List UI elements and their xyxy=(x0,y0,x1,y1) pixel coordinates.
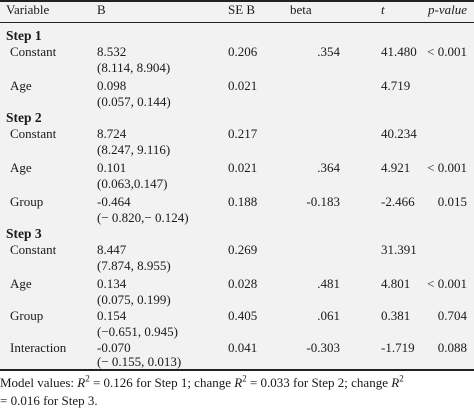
row-p: 0.704 xyxy=(437,308,467,323)
row-variable: Group xyxy=(10,308,44,323)
row-t: 41.480 xyxy=(381,44,417,59)
row-se-b: 0.405 xyxy=(228,308,258,323)
step-2-label: Step 2 xyxy=(6,110,42,125)
header-t: t xyxy=(381,2,385,17)
table-note: Model values: R2 = 0.126 for Step 1; cha… xyxy=(0,374,474,410)
row-b: 8.724 xyxy=(97,126,127,141)
r-squared-symbol: R xyxy=(391,375,400,390)
row-se-b: 0.041 xyxy=(228,340,258,355)
row-p: < 0.001 xyxy=(427,44,467,59)
row-b: -0.070 xyxy=(97,340,131,355)
note-prefix: Model values: xyxy=(0,375,78,390)
row-beta: .354 xyxy=(317,44,340,59)
row-t: -2.466 xyxy=(381,194,415,209)
step-1-label: Step 1 xyxy=(6,28,42,43)
row-se-b: 0.021 xyxy=(228,160,258,175)
row-variable: Age xyxy=(10,276,32,291)
row-variable: Group xyxy=(10,194,44,209)
row-b: 0.101 xyxy=(97,160,127,175)
note-line-2: = 0.016 for Step 3. xyxy=(0,392,474,410)
header-b: B xyxy=(97,2,106,17)
row-t: -1.719 xyxy=(381,340,415,355)
row-b: 8.532 xyxy=(97,44,127,59)
regression-table: Variable B SE B beta t p-value Step 1 Co… xyxy=(0,0,474,371)
step-3-label: Step 3 xyxy=(6,226,42,241)
row-ci: (7.874, 8.955) xyxy=(97,258,171,273)
row-ci: (8.114, 8.904) xyxy=(97,60,171,75)
row-beta: .061 xyxy=(317,308,340,323)
table-bottom-rule xyxy=(0,369,474,371)
header-variable: Variable xyxy=(6,2,50,17)
row-p: 0.015 xyxy=(437,194,467,209)
row-p: < 0.001 xyxy=(427,160,467,175)
row-t: 4.921 xyxy=(381,160,411,175)
row-se-b: 0.188 xyxy=(228,194,258,209)
row-t: 40.234 xyxy=(381,126,417,141)
row-b: 0.098 xyxy=(97,78,127,93)
r-squared-exponent: 2 xyxy=(242,374,247,384)
r-squared-exponent: 2 xyxy=(85,374,90,384)
row-b: 8.447 xyxy=(97,242,127,257)
row-ci: (0.063,0.147) xyxy=(97,176,168,191)
header-beta: beta xyxy=(290,2,312,17)
row-beta: .364 xyxy=(317,160,340,175)
row-ci: (0.057, 0.144) xyxy=(97,94,171,109)
note-line-1: Model values: R2 = 0.126 for Step 1; cha… xyxy=(0,374,474,392)
table-header-rule xyxy=(0,22,474,23)
row-t: 0.381 xyxy=(381,308,411,323)
header-se-b: SE B xyxy=(228,2,256,17)
row-t: 4.719 xyxy=(381,78,411,93)
row-beta: .481 xyxy=(317,276,340,291)
row-p: 0.088 xyxy=(437,340,467,355)
row-p: < 0.001 xyxy=(427,276,467,291)
row-variable: Interaction xyxy=(10,340,67,355)
note-part-3: = 0.016 for Step 3. xyxy=(0,393,98,408)
note-part-2: = 0.033 for Step 2; change xyxy=(246,375,392,390)
row-b: 0.154 xyxy=(97,308,127,323)
row-ci: (− 0.155, 0.013) xyxy=(97,354,182,369)
row-se-b: 0.028 xyxy=(228,276,258,291)
row-variable: Constant xyxy=(10,44,57,59)
row-variable: Constant xyxy=(10,126,57,141)
row-se-b: 0.206 xyxy=(228,44,258,59)
r-squared-exponent: 2 xyxy=(399,374,404,384)
row-variable: Constant xyxy=(10,242,57,257)
row-beta: -0.183 xyxy=(306,194,340,209)
row-ci: (8.247, 9.116) xyxy=(97,142,171,157)
row-ci: (−0.651, 0.945) xyxy=(97,324,178,339)
row-t: 4.801 xyxy=(381,276,411,291)
row-ci: (− 0.820,− 0.124) xyxy=(97,210,189,225)
row-se-b: 0.269 xyxy=(228,242,258,257)
header-p-value-label: p-value xyxy=(428,2,467,17)
row-ci: (0.075, 0.199) xyxy=(97,292,171,307)
r-squared-symbol: R xyxy=(234,375,243,390)
row-se-b: 0.021 xyxy=(228,78,258,93)
row-variable: Age xyxy=(10,78,32,93)
row-beta: -0.303 xyxy=(306,340,340,355)
header-p-value: p-value xyxy=(405,2,467,18)
table-top-rule xyxy=(0,0,474,2)
row-b: -0.464 xyxy=(97,194,131,209)
row-variable: Age xyxy=(10,160,32,175)
note-part-1: = 0.126 for Step 1; change xyxy=(89,375,235,390)
row-t: 31.391 xyxy=(381,242,417,257)
row-b: 0.134 xyxy=(97,276,127,291)
row-se-b: 0.217 xyxy=(228,126,258,141)
r-squared-symbol: R xyxy=(77,375,86,390)
